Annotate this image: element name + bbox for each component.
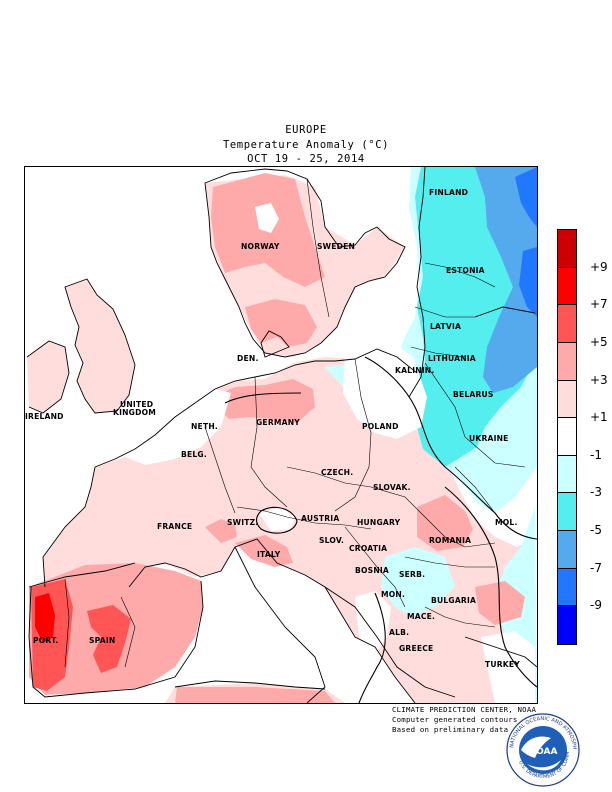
label-uk-line1: UNITED — [120, 400, 154, 409]
legend-label: +1 — [590, 410, 608, 425]
label-ukraine: UKRAINE — [469, 434, 509, 443]
anomaly-map: FINLAND NORWAY SWEDEN ESTONIA LATVIA LIT… — [24, 166, 538, 704]
label-netherlands: NETH. — [191, 422, 218, 431]
label-croatia: CROATIA — [349, 544, 388, 553]
label-belarus: BELARUS — [453, 390, 494, 399]
label-hungary: HUNGARY — [357, 518, 401, 527]
legend-label: -3 — [590, 485, 602, 500]
legend-swatch — [558, 606, 576, 644]
label-germany: GERMANY — [256, 418, 300, 427]
label-bulgaria: BULGARIA — [431, 596, 477, 605]
legend-label: -7 — [590, 560, 602, 575]
label-ireland: IRELAND — [25, 412, 64, 421]
legend-swatch — [558, 568, 576, 607]
legend-label: -9 — [590, 598, 602, 613]
legend-swatch — [558, 267, 576, 306]
noaa-logo-text: NOAA — [529, 747, 558, 757]
label-macedonia: MACE. — [407, 612, 436, 621]
legend-swatch — [558, 531, 576, 569]
legend-label: +5 — [590, 334, 608, 349]
anomaly-map-svg — [25, 167, 537, 703]
label-latvia: LATVIA — [430, 322, 462, 331]
label-estonia: ESTONIA — [446, 266, 485, 275]
legend-swatch — [558, 342, 576, 381]
anomaly-fill-minus5 — [475, 167, 537, 393]
label-moldova: MOL. — [495, 518, 518, 527]
legend-label: -5 — [590, 523, 602, 538]
label-denmark: DEN. — [237, 354, 259, 363]
legend-swatch — [558, 418, 576, 456]
legend-label: +3 — [590, 372, 608, 387]
map-period: OCT 19 - 25, 2014 — [247, 153, 365, 165]
label-switzerland: SWITZ. — [227, 518, 259, 527]
noaa-logo-icon: NATIONAL OCEANIC AND ATMOSPHERIC ADMINIS… — [505, 712, 580, 787]
label-romania: ROMANIA — [429, 536, 472, 545]
label-austria: AUSTRIA — [301, 514, 340, 523]
label-norway: NORWAY — [241, 242, 280, 251]
label-albania: ALB. — [389, 628, 410, 637]
legend-label: +9 — [590, 259, 608, 274]
label-italy: ITALY — [257, 550, 281, 559]
label-lithuania: LITHUANIA — [428, 354, 476, 363]
label-slovakia: SLOVAK. — [373, 483, 411, 492]
credit-source: CLIMATE PREDICTION CENTER, NOAA — [392, 705, 537, 714]
label-spain: SPAIN — [89, 636, 116, 645]
anomaly-fill-plus7 — [35, 593, 55, 643]
legend-swatch — [558, 305, 576, 343]
label-sweden: SWEDEN — [317, 242, 356, 251]
legend-swatch — [558, 493, 576, 531]
color-legend — [557, 229, 577, 645]
legend-swatch — [558, 230, 576, 268]
anomaly-fill-normal — [25, 167, 535, 703]
legend-label: -1 — [590, 447, 602, 462]
label-portugal: PORT. — [33, 636, 59, 645]
credit-data-note: Based on preliminary data — [392, 725, 509, 734]
anomaly-fill-minus7 — [515, 167, 537, 317]
label-bosnia: BOSNIA — [355, 566, 389, 575]
country-borders — [64, 178, 526, 668]
legend-label: +7 — [590, 297, 608, 312]
credit-method: Computer generated contours — [392, 715, 518, 724]
label-poland: POLAND — [362, 422, 399, 431]
label-turkey: TURKEY — [485, 660, 520, 669]
label-belgium: BELG. — [181, 450, 207, 459]
label-slovenia: SLOV. — [319, 536, 345, 545]
label-serbia: SERB. — [399, 570, 426, 579]
coastlines — [26, 167, 537, 703]
label-montenegro: MON. — [381, 590, 406, 599]
contour-lines — [224, 356, 537, 703]
label-greece: GREECE — [399, 644, 434, 653]
label-czech: CZECH. — [321, 468, 354, 477]
legend-swatch — [558, 380, 576, 419]
map-region-title: EUROPE — [285, 124, 327, 136]
map-title: Temperature Anomaly (°C) — [222, 139, 390, 151]
label-finland: FINLAND — [429, 188, 469, 197]
label-uk-line2: KINGDOM — [113, 408, 157, 417]
label-france: FRANCE — [157, 522, 193, 531]
legend-swatch — [558, 455, 576, 494]
label-kalinin: KALININ. — [395, 366, 435, 375]
